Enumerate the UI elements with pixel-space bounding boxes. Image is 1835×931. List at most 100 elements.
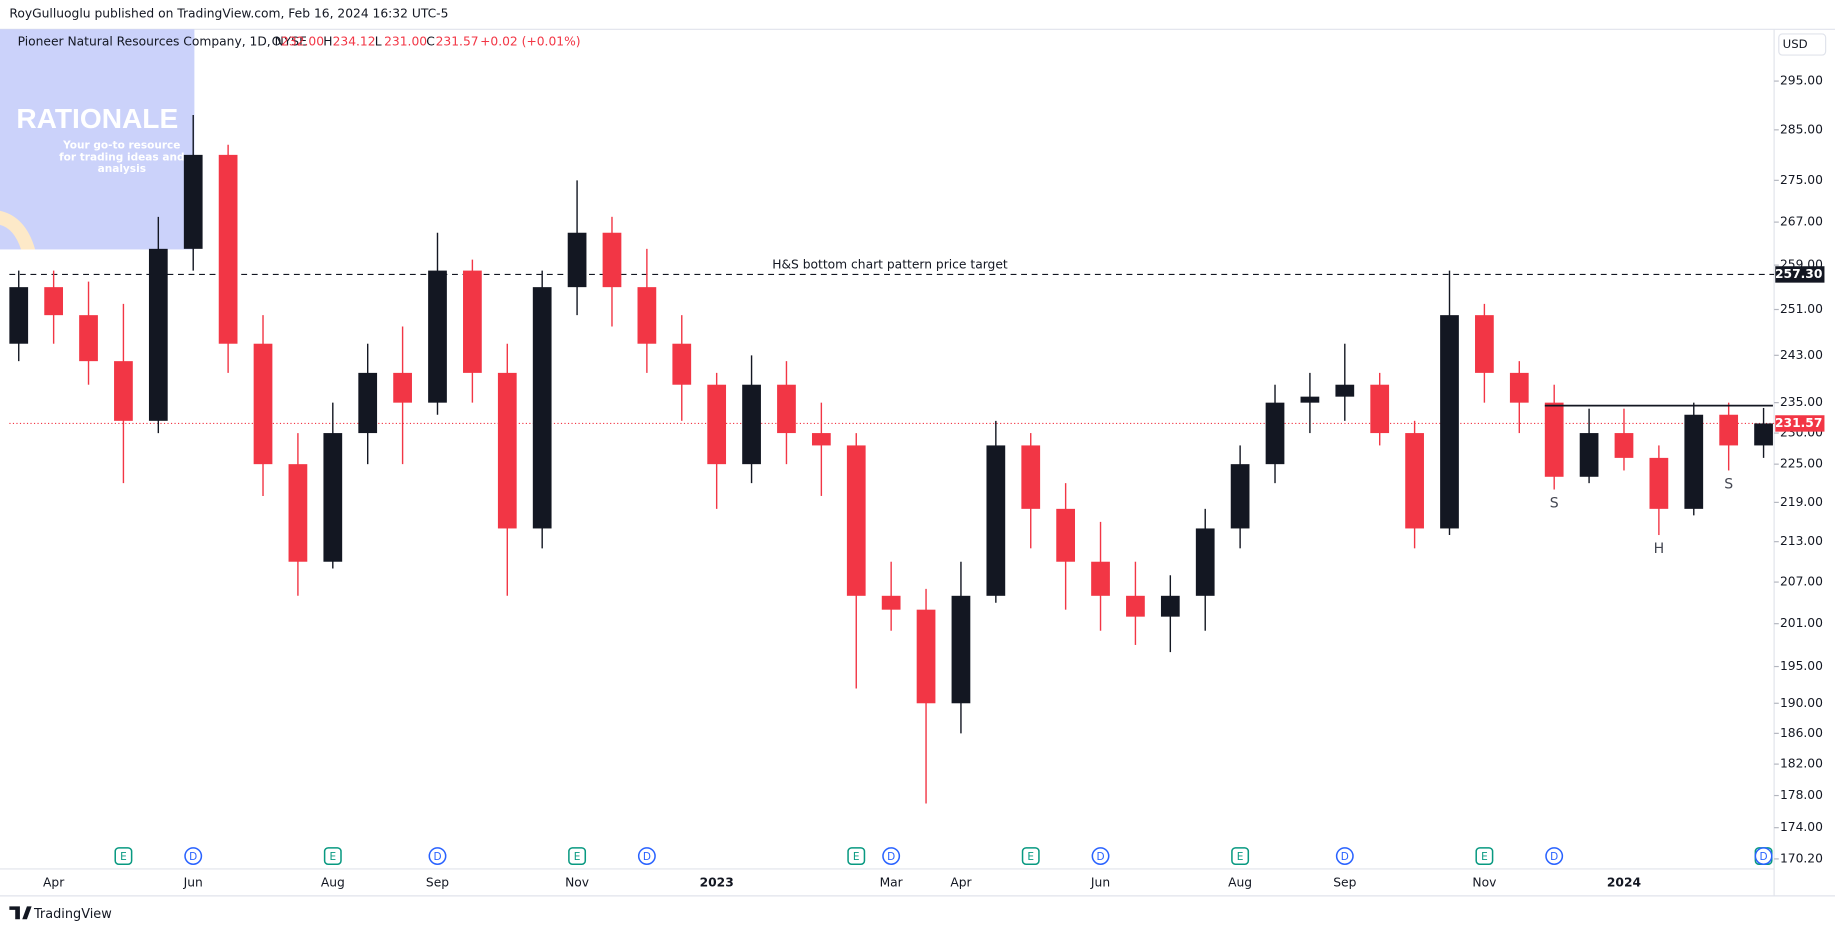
earnings-marker: E xyxy=(323,847,342,865)
y-tick-label: 170.20 xyxy=(1780,851,1823,865)
candle-body xyxy=(916,609,936,704)
earnings-marker: E xyxy=(847,847,866,865)
candle-body xyxy=(951,595,971,704)
legend-key: O xyxy=(272,35,282,49)
watermark-shape xyxy=(0,210,36,250)
candle-body xyxy=(1719,414,1739,446)
x-tick-label: Aug xyxy=(321,875,345,889)
earnings-marker: E xyxy=(114,847,133,865)
candle-body xyxy=(742,384,761,465)
event-label: E xyxy=(574,851,581,863)
candle-body xyxy=(1475,315,1494,373)
currency[interactable]: USD xyxy=(1783,37,1808,51)
candle-body xyxy=(428,270,447,403)
event-label: E xyxy=(329,851,336,863)
legend-value: 231.57 xyxy=(436,35,479,49)
candle-body xyxy=(1614,433,1634,458)
x-tick-label: Aug xyxy=(1228,875,1252,889)
x-tick-label: Jun xyxy=(1090,875,1110,889)
dividend-marker: D xyxy=(1335,847,1354,865)
x-tick-label: Mar xyxy=(880,875,904,889)
candle-body xyxy=(1335,384,1355,397)
candle-body xyxy=(1265,402,1285,465)
candle-body xyxy=(1579,433,1599,477)
symbol-title: Pioneer Natural Resources Company, 1D, N… xyxy=(18,35,307,49)
candle-body xyxy=(1544,402,1564,477)
y-tick-label: 251.00 xyxy=(1780,302,1823,316)
candle-body xyxy=(1091,561,1110,596)
y-tick-label: 219.00 xyxy=(1780,495,1823,509)
x-tick-label: Sep xyxy=(1333,875,1356,889)
candle-body xyxy=(358,372,378,434)
candle-body xyxy=(986,445,1006,596)
dividend-marker: D xyxy=(882,847,901,865)
y-tick-label: 275.00 xyxy=(1780,173,1823,187)
candle-body xyxy=(846,445,866,596)
dividend-icon xyxy=(637,847,656,865)
y-tick-label: 201.00 xyxy=(1780,616,1823,630)
earnings-marker: E xyxy=(1475,847,1494,865)
candle-body xyxy=(1126,595,1145,617)
candle-body xyxy=(707,384,727,465)
earnings-icon xyxy=(1475,847,1494,865)
candle-body xyxy=(1405,433,1424,529)
candle-body xyxy=(881,595,901,610)
x-tick-label: 2024 xyxy=(1607,875,1641,889)
dividend-marker: D xyxy=(1091,847,1110,865)
candle-body xyxy=(288,464,308,562)
y-tick-label: 207.00 xyxy=(1780,575,1823,589)
candle-body xyxy=(1370,384,1390,434)
x-tick-label: Apr xyxy=(950,875,972,889)
header: RoyGulluoglu published on TradingView.co… xyxy=(9,7,448,21)
legend-key: C xyxy=(426,35,435,49)
x-tick-label: Nov xyxy=(565,875,589,889)
earnings-marker: E xyxy=(568,847,587,865)
earnings-icon xyxy=(114,847,133,865)
dividend-marker: D xyxy=(637,847,656,865)
y-tick-label: 182.00 xyxy=(1780,757,1823,771)
y-tick-label: 195.00 xyxy=(1780,659,1823,673)
event-label: D xyxy=(1341,851,1349,863)
earnings-icon xyxy=(568,847,587,865)
candle-body xyxy=(218,154,238,344)
event-label: E xyxy=(120,851,127,863)
y-tick-label: 295.00 xyxy=(1780,74,1823,88)
event-label: E xyxy=(1237,851,1244,863)
candle-body xyxy=(183,154,203,249)
candle-body xyxy=(9,287,29,344)
dividend-marker: D xyxy=(428,847,447,865)
currency-button[interactable] xyxy=(1778,33,1827,56)
event-label: D xyxy=(1550,851,1558,863)
event-label: E xyxy=(853,851,860,863)
y-tick-label: 174.00 xyxy=(1780,820,1823,834)
candle-body xyxy=(811,433,831,446)
dividend-icon xyxy=(428,847,447,865)
candle-body xyxy=(1440,315,1459,529)
candle-body xyxy=(1230,464,1250,529)
y-tick-label: 285.00 xyxy=(1780,122,1823,136)
legend-value: 232.00 xyxy=(281,35,324,49)
pattern-label: S xyxy=(1724,477,1733,493)
event-label: D xyxy=(1096,851,1104,863)
earnings-marker: E xyxy=(1231,847,1250,865)
dividend-icon xyxy=(1545,847,1564,865)
pattern-label: H xyxy=(1654,541,1665,557)
watermark-subtitle-box: Your go-to resource for trading ideas an… xyxy=(59,141,184,176)
dividend-marker: D xyxy=(184,847,203,865)
candle-body xyxy=(1509,372,1529,403)
candle-body xyxy=(602,232,622,288)
last-price-label: 231.57 xyxy=(1775,416,1822,430)
event-label: D xyxy=(1760,851,1768,863)
y-tick-label: 267.00 xyxy=(1780,215,1823,229)
candle-body xyxy=(114,361,133,421)
event-label: D xyxy=(189,851,197,863)
earnings-icon xyxy=(847,847,866,865)
candle-body xyxy=(323,433,343,562)
dividend-icon xyxy=(184,847,203,865)
earnings-marker: E xyxy=(1021,847,1040,865)
x-tick-label: 2023 xyxy=(700,875,734,889)
event-label: E xyxy=(1027,851,1034,863)
candle-body xyxy=(1649,457,1669,509)
